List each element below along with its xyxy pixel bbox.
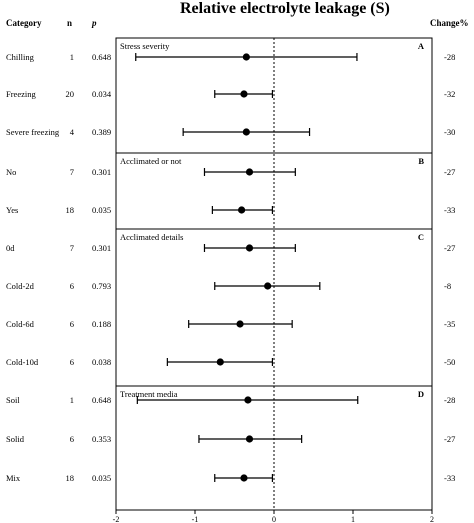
row-p-value: 0.034 (92, 89, 112, 99)
estimate-point (245, 435, 254, 443)
row-p-value: 0.035 (92, 473, 111, 483)
row-n-value: 6 (70, 357, 74, 367)
chart-title: Relative electrolyte leakage (S) (180, 0, 390, 17)
row-category-label: Cold-10d (6, 357, 39, 367)
row-p-value: 0.353 (92, 434, 111, 444)
panel-letter: A (418, 41, 425, 51)
row-change-value: -28 (444, 395, 455, 405)
estimate-point (244, 396, 252, 404)
row-change-value: -27 (444, 434, 455, 444)
estimate-point (242, 53, 250, 61)
row-category-label: No (6, 167, 16, 177)
estimate-point (240, 90, 248, 98)
row-change-value: -32 (444, 89, 455, 99)
row-category-label: Chilling (6, 52, 35, 62)
row-n-value: 6 (70, 319, 74, 329)
estimate-point (236, 320, 244, 328)
row-n-value: 4 (70, 127, 75, 137)
row-n-value: 7 (70, 167, 74, 177)
panel-label: Acclimated or not (120, 156, 182, 166)
change-header: Change% (430, 18, 469, 28)
row-category-label: 0d (6, 243, 15, 253)
p-header: p (92, 18, 97, 28)
x-tick-label: -1 (192, 515, 199, 523)
row-change-value: -30 (444, 127, 455, 137)
x-tick-label: -2 (113, 515, 120, 523)
row-change-value: -27 (444, 243, 455, 253)
panel-letter: B (418, 156, 424, 166)
row-n-value: 1 (70, 52, 74, 62)
row-category-label: Freezing (6, 89, 36, 99)
x-tick-label: 1 (351, 515, 355, 523)
row-category-label: Yes (6, 205, 18, 215)
row-p-value: 0.301 (92, 243, 111, 253)
row-change-value: -33 (444, 473, 455, 483)
row-p-value: 0.648 (92, 395, 111, 405)
row-n-value: 7 (70, 243, 74, 253)
row-change-value: -8 (444, 281, 451, 291)
row-category-label: Mix (6, 473, 21, 483)
category-header: Category (6, 18, 42, 28)
row-n-value: 18 (66, 473, 75, 483)
row-change-value: -33 (444, 205, 455, 215)
estimate-point (242, 128, 250, 136)
panel-label: Stress severity (120, 41, 170, 51)
x-tick-label: 0 (272, 515, 276, 523)
row-n-value: 6 (70, 434, 74, 444)
row-category-label: Severe freezing (6, 127, 60, 137)
row-p-value: 0.301 (92, 167, 111, 177)
row-change-value: -27 (444, 167, 455, 177)
row-category-label: Cold-6d (6, 319, 35, 329)
n-header: n (67, 18, 73, 28)
row-p-value: 0.648 (92, 52, 111, 62)
panel-label: Treatment media (120, 389, 178, 399)
row-change-value: -28 (444, 52, 455, 62)
row-p-value: 0.793 (92, 281, 111, 291)
row-category-label: Soil (6, 395, 20, 405)
row-category-label: Solid (6, 434, 25, 444)
row-p-value: 0.389 (92, 127, 111, 137)
row-p-value: 0.035 (92, 205, 111, 215)
row-n-value: 1 (70, 395, 74, 405)
panel-letter: C (418, 232, 424, 242)
row-change-value: -50 (444, 357, 455, 367)
estimate-point (245, 244, 254, 252)
estimate-point (264, 282, 272, 290)
row-n-value: 20 (66, 89, 75, 99)
row-category-label: Cold-2d (6, 281, 35, 291)
estimate-point (216, 358, 224, 366)
estimate-point (238, 206, 246, 214)
row-n-value: 6 (70, 281, 74, 291)
estimate-point (245, 168, 254, 176)
panel-label: Acclimated details (120, 232, 184, 242)
row-p-value: 0.188 (92, 319, 111, 329)
row-n-value: 18 (66, 205, 75, 215)
estimate-point (240, 474, 248, 482)
x-tick-label: 2 (430, 515, 434, 523)
row-p-value: 0.038 (92, 357, 111, 367)
panel-letter: D (418, 389, 424, 399)
row-change-value: -35 (444, 319, 455, 329)
